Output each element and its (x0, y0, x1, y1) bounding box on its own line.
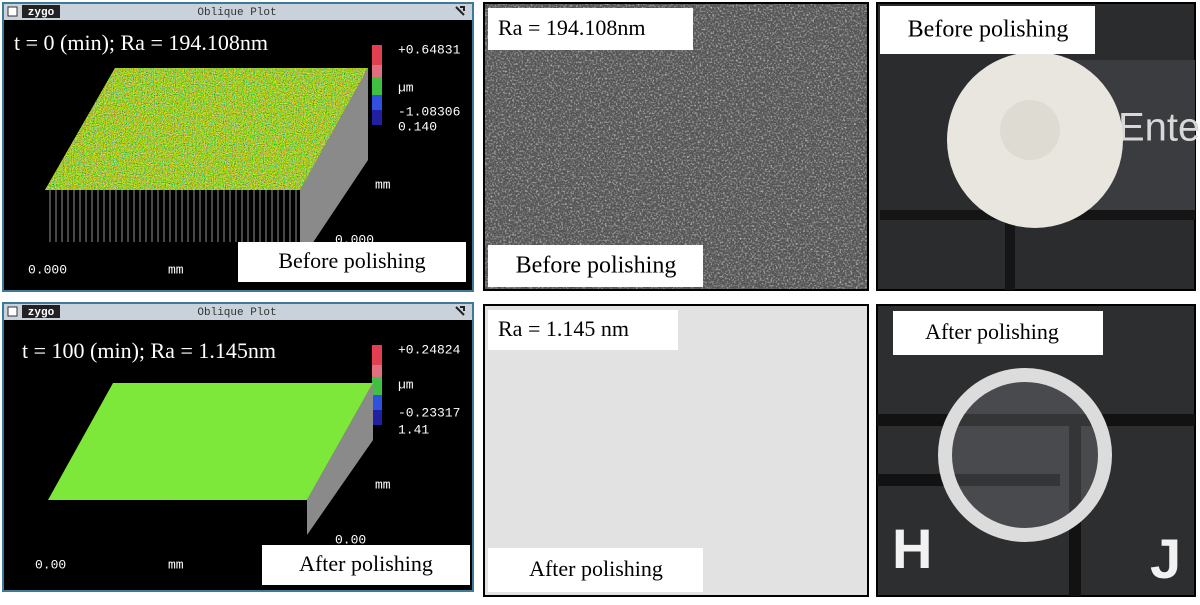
z-value: 0.140 (398, 119, 437, 134)
panel-label: After polishing (925, 319, 1059, 344)
panel-label: After polishing (529, 556, 663, 581)
scale-max: +0.64831 (398, 42, 461, 57)
depth-value: 0.00 (335, 532, 366, 547)
panel-label: Before polishing (908, 17, 1069, 43)
scale-min: -1.08306 (398, 104, 460, 119)
plot-caption: t = 100 (min); Ra = 1.145nm (22, 338, 276, 363)
depth-label: mm (375, 477, 391, 492)
z-value: 1.41 (398, 422, 429, 437)
key-left: H (892, 517, 932, 580)
plot-caption: t = 0 (min); Ra = 194.108nm (14, 30, 268, 55)
x-label: mm (168, 262, 184, 277)
key-text: Ente (1118, 106, 1200, 150)
window-title: Oblique Plot (197, 7, 276, 19)
x-start: 0.000 (28, 262, 67, 277)
micrograph-top: Ra = 194.108nm Before polishing (483, 2, 869, 291)
panel-label: Before polishing (516, 253, 677, 279)
depth-label: mm (375, 177, 391, 192)
scale-unit: µm (398, 377, 414, 392)
photo-top: Ente Before polishing (876, 2, 1200, 291)
scale-max: +0.24824 (398, 342, 461, 357)
photo-bottom: H J After polishing (876, 304, 1196, 597)
ra-value: Ra = 194.108nm (498, 15, 645, 40)
scale-min: -0.23317 (398, 405, 460, 420)
app-logo: zygo (28, 7, 55, 19)
ra-value: Ra = 1.145 nm (498, 316, 629, 341)
x-start: 0.00 (35, 557, 66, 572)
micrograph-bottom: Ra = 1.145 nm After polishing (483, 304, 869, 597)
scale-unit: µm (398, 80, 414, 95)
app-logo: zygo (28, 307, 55, 319)
window-title: Oblique Plot (197, 307, 276, 319)
x-label: mm (168, 557, 184, 572)
panel-label: After polishing (299, 551, 433, 576)
key-right: J (1150, 527, 1181, 590)
zygo-window-bottom: zygo Oblique Plot t = 100 (min); Ra = 1.… (2, 302, 474, 592)
panel-label: Before polishing (278, 248, 425, 273)
zygo-window-top: zygo Oblique Plot t = 0 (min); Ra = 194.… (2, 2, 474, 292)
